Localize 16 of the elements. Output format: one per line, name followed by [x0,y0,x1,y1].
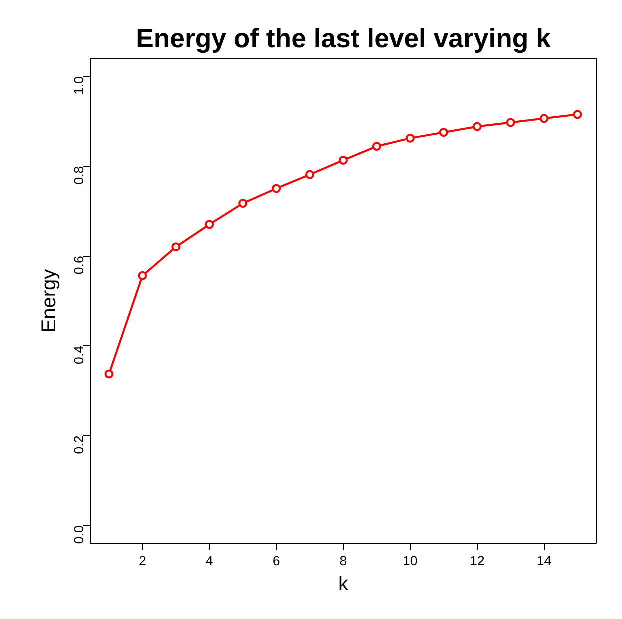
y-tick-label: 0.6 [72,256,86,275]
y-axis-title: Energy [38,269,60,333]
y-tick-label: 0.4 [72,345,86,364]
y-tick-label: 0.8 [72,166,86,185]
x-tick-label: 2 [139,554,146,568]
y-tick-label: 0.2 [72,436,86,454]
x-tick-label: 10 [403,554,418,568]
x-tick-label: 14 [536,554,552,568]
x-tick-label: 4 [206,554,214,568]
chart-title: Energy of the last level varying k [136,24,552,54]
x-tick-label: 8 [340,554,348,568]
x-tick-label: 12 [470,554,485,568]
y-tick-label: 0.0 [72,526,86,544]
x-tick-label: 6 [272,554,280,568]
y-tick-label: 1.0 [72,76,86,95]
x-axis-title: k [338,574,350,596]
